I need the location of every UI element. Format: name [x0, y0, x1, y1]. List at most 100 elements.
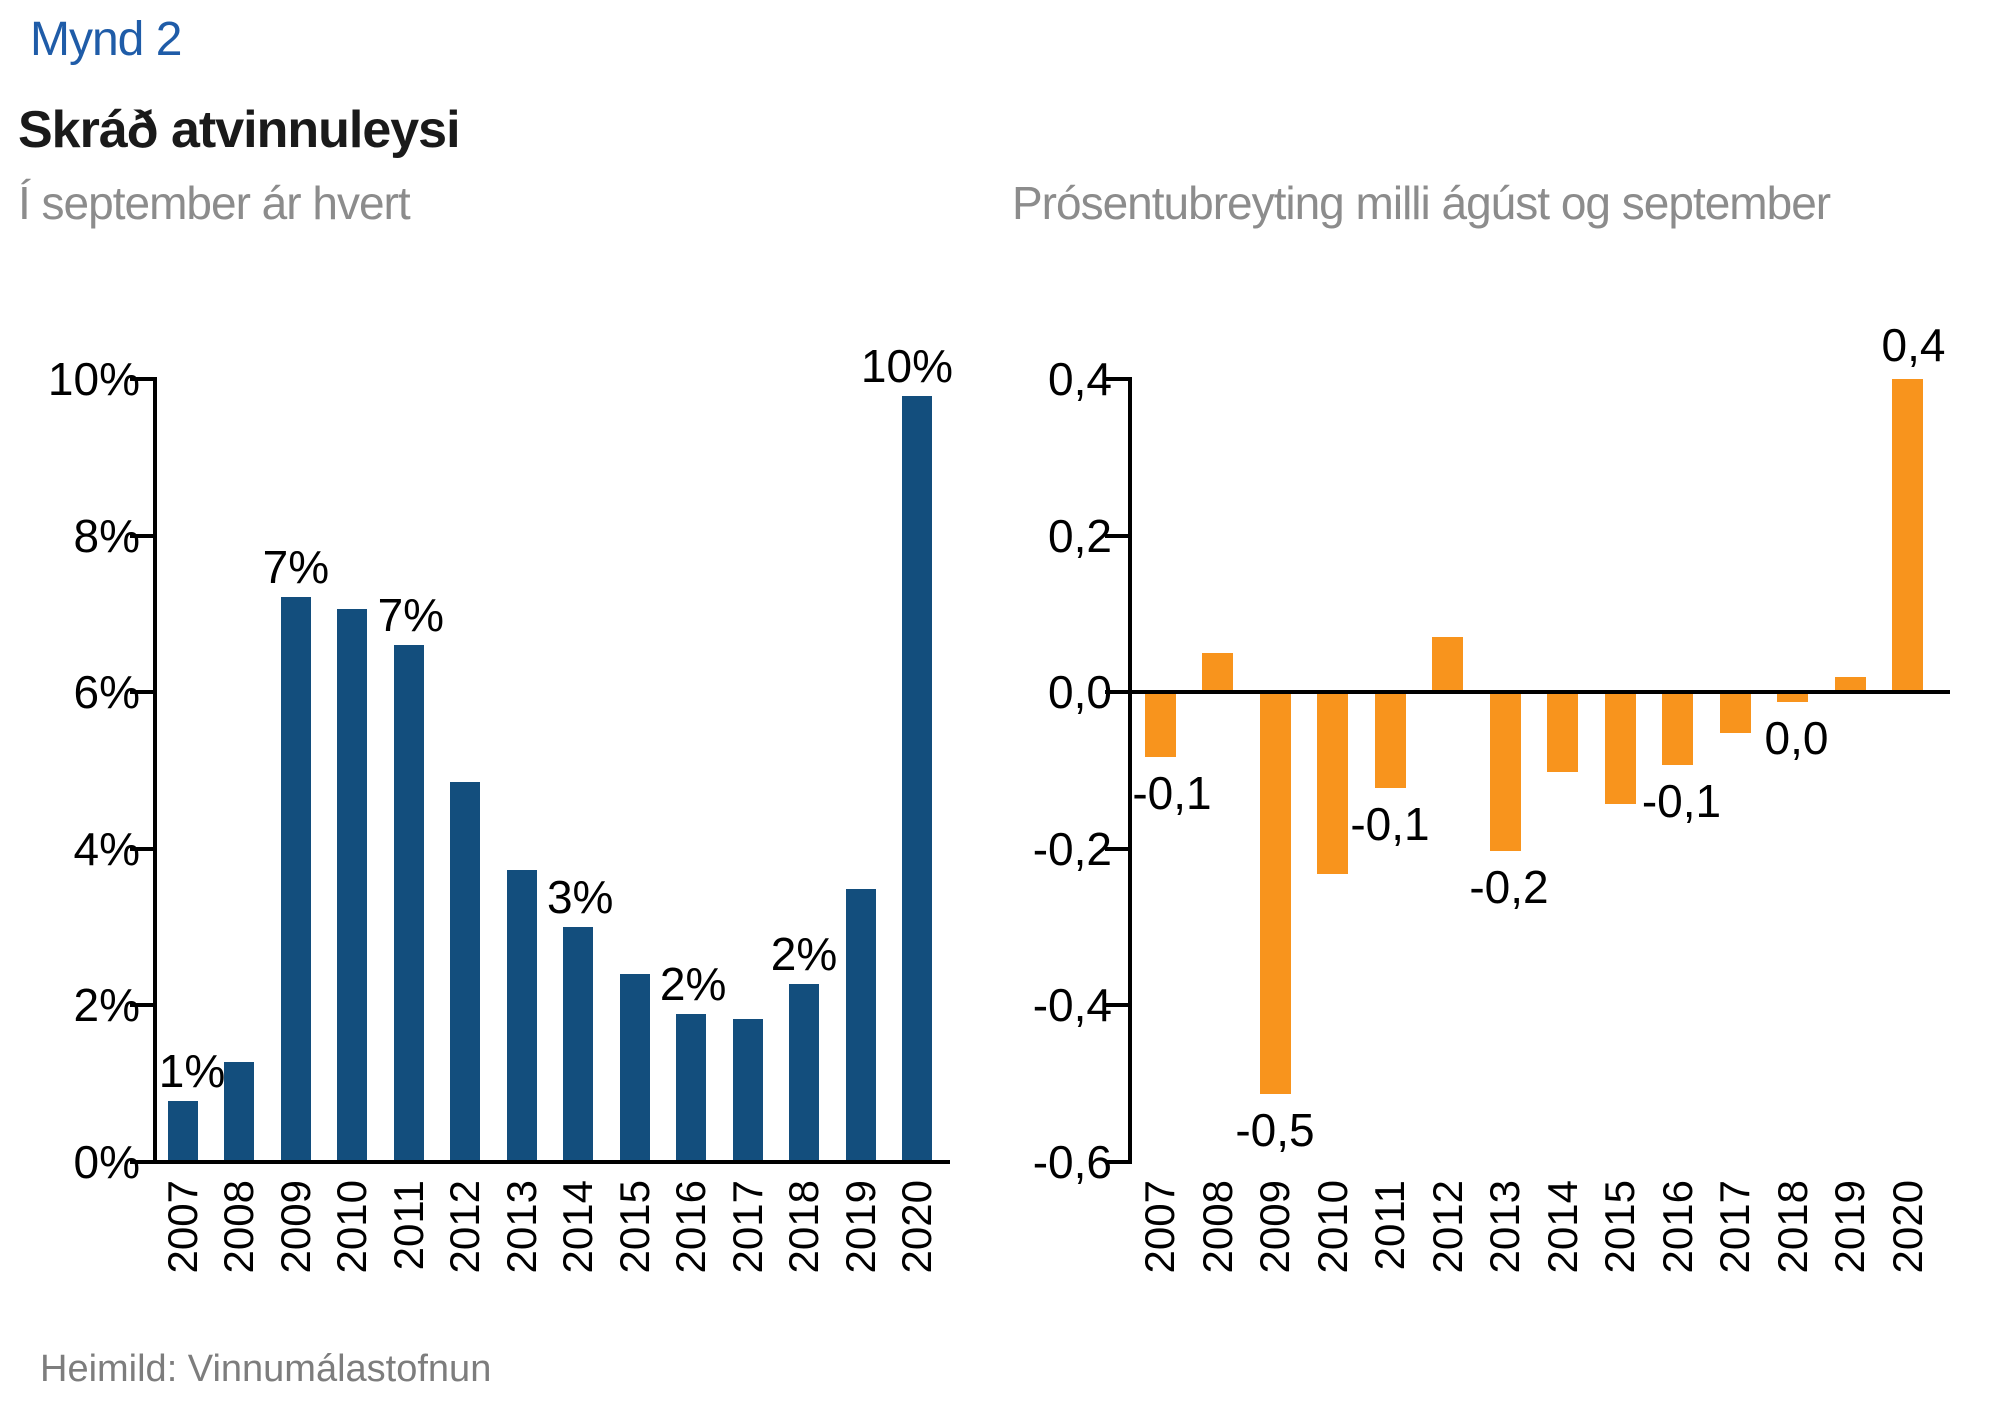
bar-2018: [789, 984, 820, 1162]
x-label-2013: 2013: [1481, 1180, 1528, 1274]
x-label-2015: 2015: [1596, 1180, 1643, 1274]
x-label-2020: 2020: [892, 1180, 940, 1274]
left-y-tick-label-4%: 4%: [73, 822, 140, 875]
bar-2017: [1719, 694, 1751, 734]
x-label-2009: 2009: [1251, 1180, 1298, 1274]
x-label-2019: 2019: [1826, 1180, 1873, 1274]
bar-2018: [1777, 694, 1808, 703]
left-y-tick-label-6%: 6%: [73, 666, 140, 719]
left-y-tick-2%: [130, 1003, 153, 1008]
bar-2008: [224, 1061, 255, 1162]
x-label-2013: 2013: [497, 1180, 545, 1274]
left-y-tick-8%: [130, 533, 153, 538]
right-y-tick--0,6: [1105, 1160, 1128, 1164]
bar-2012: [450, 782, 481, 1162]
data-label-2009: 7%: [262, 540, 330, 593]
left-y-tick-label-0%: 0%: [73, 1136, 140, 1188]
left-x-axis: [132, 1160, 950, 1164]
bar-2010: [1317, 694, 1348, 875]
x-label-2020: 2020: [1883, 1180, 1931, 1274]
left-y-axis: [153, 377, 157, 1164]
x-label-2019: 2019: [836, 1180, 884, 1274]
x-label-2007: 2007: [1136, 1180, 1183, 1274]
x-label-2010: 2010: [328, 1180, 376, 1274]
right-y-tick-label--0,6: -0,6: [1032, 1136, 1112, 1188]
right-chart-subtitle: Prósentubreyting milli ágúst og septembe…: [1012, 177, 1831, 229]
right-y-tick-label-0,0: 0,0: [1048, 666, 1112, 719]
data-label-2007: 1%: [158, 1044, 226, 1097]
left-y-tick-label-10%: 10%: [47, 353, 140, 405]
chart-title: Skráð atvinnuleysi: [18, 101, 461, 159]
x-label-2008: 2008: [1193, 1180, 1241, 1274]
left-chart-subtitle: Í september ár hvert: [18, 177, 411, 229]
bar-2013: [1489, 694, 1521, 851]
x-label-2008: 2008: [215, 1180, 263, 1274]
data-label-2011: -0,1: [1350, 798, 1430, 851]
data-label-2016: -0,1: [1641, 774, 1722, 827]
right-y-tick-label-0,4: 0,4: [1048, 353, 1112, 405]
right-y-tick--0,4: [1105, 1003, 1128, 1008]
data-label-2018: 0,0: [1764, 712, 1829, 765]
bar-2015: [1604, 694, 1636, 804]
bar-2019: [1834, 676, 1866, 693]
x-label-2014: 2014: [1538, 1180, 1586, 1274]
data-label-2011: 7%: [377, 589, 445, 642]
bar-2019: [845, 888, 876, 1162]
bar-2011: [1374, 694, 1406, 789]
right-y-tick-0,4: [1105, 377, 1128, 381]
bar-2014: [1547, 694, 1578, 773]
x-label-2018: 2018: [780, 1180, 828, 1274]
right-y-tick-0,2: [1105, 533, 1128, 538]
x-label-2015: 2015: [610, 1180, 658, 1274]
x-label-2011: 2011: [1366, 1180, 1413, 1271]
bar-2011: [393, 645, 424, 1162]
x-label-2009: 2009: [271, 1180, 319, 1274]
x-label-2014: 2014: [554, 1180, 602, 1274]
x-label-2016: 2016: [1653, 1180, 1701, 1274]
x-label-2017: 2017: [723, 1180, 771, 1274]
left-y-tick-10%: [130, 377, 153, 381]
source-note: Heimild: Vinnumálastofnun: [40, 1348, 492, 1390]
x-label-2012: 2012: [1423, 1180, 1471, 1274]
right-y-tick--0,2: [1105, 846, 1128, 851]
figure-label: Mynd 2: [30, 13, 182, 66]
right-y-axis: [1128, 377, 1132, 1164]
left-y-tick-label-2%: 2%: [73, 979, 140, 1032]
bar-2007: [1144, 694, 1176, 757]
left-y-tick-label-8%: 8%: [73, 509, 140, 562]
left-y-tick-4%: [130, 846, 153, 851]
bar-2007: [168, 1100, 198, 1162]
x-label-2011: 2011: [384, 1180, 432, 1271]
bar-2015: [619, 974, 650, 1162]
bar-2020: [1892, 379, 1923, 693]
bar-2009: [1259, 694, 1291, 1094]
data-label-2020: 10%: [860, 340, 954, 393]
right-y-tick-label--0,2: -0,2: [1032, 822, 1112, 875]
bar-2008: [1202, 653, 1233, 693]
bar-2016: [1662, 694, 1693, 765]
x-label-2007: 2007: [159, 1180, 206, 1274]
right-y-tick-label--0,4: -0,4: [1032, 979, 1112, 1032]
bar-2020: [901, 396, 932, 1162]
data-label-2014: 3%: [546, 871, 614, 924]
data-label-2018: 2%: [770, 928, 838, 981]
bar-2009: [280, 596, 311, 1162]
data-label-2020: 0,4: [1881, 319, 1946, 371]
bar-2017: [732, 1018, 763, 1162]
bar-2010: [337, 609, 368, 1162]
bar-2016: [676, 1014, 707, 1162]
left-y-tick-6%: [130, 690, 153, 695]
x-label-2012: 2012: [441, 1180, 489, 1274]
x-label-2017: 2017: [1711, 1180, 1758, 1274]
data-label-2013: -0,2: [1469, 860, 1549, 913]
x-label-2010: 2010: [1308, 1180, 1356, 1274]
x-label-2018: 2018: [1768, 1180, 1816, 1274]
bar-2012: [1432, 637, 1463, 693]
data-label-2007: -0,1: [1132, 766, 1212, 819]
data-label-2009: -0,5: [1235, 1103, 1315, 1156]
bar-2013: [506, 869, 537, 1162]
x-label-2016: 2016: [667, 1180, 715, 1274]
data-label-2016: 2%: [659, 958, 727, 1010]
bar-2014: [563, 927, 594, 1162]
